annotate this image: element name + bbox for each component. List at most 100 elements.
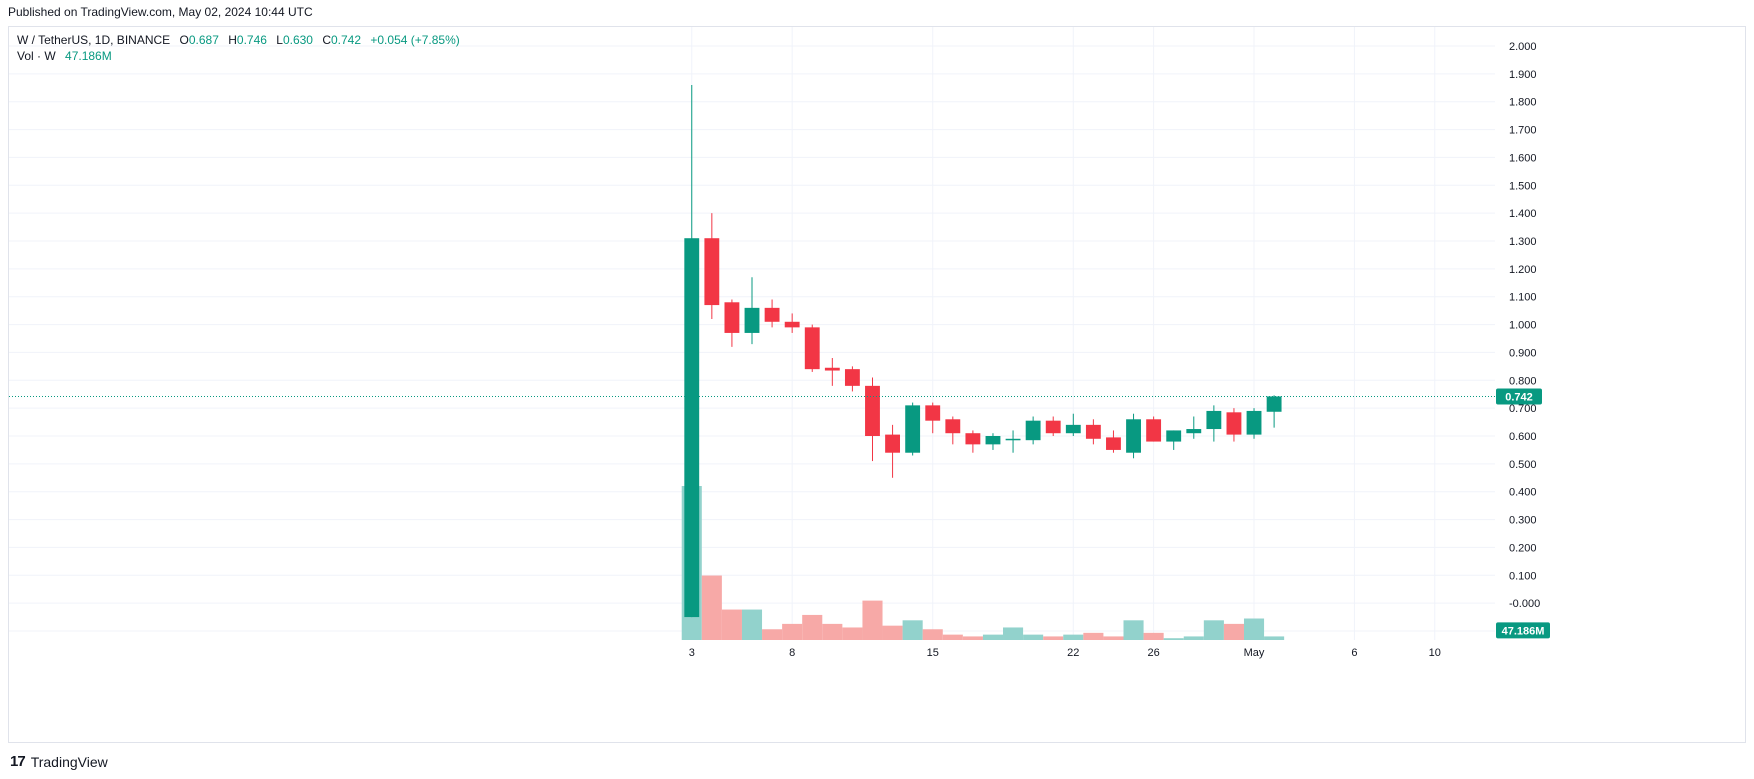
close-label: C: [322, 33, 331, 47]
volume-bar: [721, 609, 742, 640]
candle-body: [804, 327, 820, 370]
candle-body: [704, 238, 720, 306]
volume-bar: [1083, 632, 1104, 640]
price-tick-label: 0.400: [1509, 487, 1537, 499]
change-value: +0.054 (+7.85%): [370, 33, 460, 47]
volume-bar: [1163, 638, 1184, 640]
time-tick-label: 10: [1429, 647, 1441, 659]
volume-bar: [1223, 623, 1244, 640]
volume-bar: [902, 620, 923, 640]
volume-bar: [701, 575, 722, 640]
price-tick-label: 0.600: [1509, 431, 1537, 443]
price-tick-label: 0.200: [1509, 542, 1537, 554]
time-tick-label: May: [1244, 647, 1265, 659]
volume-bar: [782, 623, 803, 640]
candle-body: [844, 369, 860, 386]
candle-body: [1146, 419, 1162, 442]
tradingview-logo-icon: 17: [10, 753, 26, 770]
volume-bar: [1183, 636, 1204, 640]
candle-body: [1126, 419, 1141, 453]
time-tick-label: 26: [1147, 647, 1159, 659]
candle-body: [1106, 437, 1121, 450]
volume-bar: [962, 636, 983, 640]
last-price-badge: [1496, 388, 1542, 405]
price-tick-label: 1.200: [1509, 264, 1537, 276]
candle-body: [885, 434, 900, 453]
time-tick-label: 8: [789, 647, 795, 659]
open-label: O: [179, 33, 189, 47]
high-value: 0.746: [236, 33, 267, 47]
last-price-label: 0.742: [1505, 391, 1533, 403]
price-tick-label: 1.100: [1509, 292, 1537, 304]
price-tick-label: 2.000: [1509, 41, 1537, 53]
volume-bar: [762, 629, 783, 640]
price-tick-label: 0.300: [1509, 515, 1537, 527]
chart-frame[interactable]: [8, 26, 1746, 743]
price-tick-label: 0.700: [1509, 403, 1537, 415]
volume-label[interactable]: Vol · W: [17, 49, 56, 63]
price-tick-label: 1.600: [1509, 152, 1537, 164]
candle-body: [985, 436, 1001, 445]
symbol-label[interactable]: W / TetherUS, 1D, BINANCE: [17, 33, 171, 47]
tradingview-logo[interactable]: 17 TradingView: [10, 753, 108, 770]
candle-body: [724, 302, 740, 333]
last-volume-label: 47.186M: [1502, 625, 1545, 637]
volume-bar: [1264, 636, 1285, 640]
volume-bar: [1103, 636, 1124, 640]
price-tick-label: 0.900: [1509, 347, 1537, 359]
candle-body: [1206, 410, 1222, 430]
candle-body: [905, 405, 921, 453]
candle-body: [784, 321, 800, 328]
volume-bar: [822, 623, 843, 640]
candle-body: [1266, 396, 1282, 412]
volume-bar: [1003, 627, 1024, 640]
volume-bar: [1203, 620, 1224, 640]
price-tick-label: 0.800: [1509, 375, 1537, 387]
candle-body: [1085, 424, 1101, 439]
last-volume-badge: [1496, 622, 1550, 639]
price-tick-label: 0.500: [1509, 459, 1537, 471]
candle-body: [1025, 420, 1041, 441]
candle-body: [684, 238, 700, 618]
tradingview-brand-text: TradingView: [30, 753, 108, 770]
open-value: 0.687: [188, 33, 219, 47]
price-tick-label: -0.000: [1509, 598, 1540, 610]
volume-bar: [741, 609, 763, 640]
volume-bar: [882, 625, 903, 640]
legend: W / TetherUS, 1D, BINANCE O0.687 H0.746 …: [17, 32, 460, 64]
low-label: L: [276, 33, 283, 47]
volume-bar: [982, 634, 1004, 640]
axis-layer: 2.000 1.900 1.800 1.700 1.600 1.500 1.400 1.300…: [9, 41, 1550, 659]
volume-bar: [1243, 618, 1265, 640]
volume-bar: [802, 614, 823, 640]
volume-layer: [681, 486, 1285, 640]
price-tick-label: 1.500: [1509, 180, 1537, 192]
time-tick-label: 22: [1067, 647, 1079, 659]
volume-legend-row: Vol · W 47.186M: [17, 48, 460, 64]
candle-body: [1065, 424, 1081, 434]
candle-body: [1186, 429, 1202, 434]
candle-body: [824, 367, 840, 371]
candle-body: [744, 307, 760, 333]
volume-bar: [1023, 634, 1044, 640]
candle-body: [1045, 420, 1061, 434]
candle-body: [1226, 412, 1242, 435]
low-value: 0.630: [282, 33, 313, 47]
volume-bar: [942, 634, 963, 640]
price-tick-label: 1.900: [1509, 69, 1537, 81]
close-value: 0.742: [331, 33, 362, 47]
time-tick-label: 15: [927, 647, 939, 659]
volume-bar: [1063, 634, 1084, 640]
candle-body: [1005, 438, 1021, 441]
price-tick-label: 0.100: [1509, 570, 1537, 582]
volume-bar: [1123, 620, 1144, 640]
price-tick-label: 1.000: [1509, 320, 1537, 332]
candle-body: [865, 385, 880, 436]
candle-body: [1246, 410, 1262, 435]
volume-bar: [862, 600, 883, 640]
candle-body: [965, 433, 981, 445]
volume-bar: [842, 627, 863, 640]
ohlc-legend-row: W / TetherUS, 1D, BINANCE O0.687 H0.746 …: [17, 32, 460, 48]
time-tick-label: 6: [1351, 647, 1357, 659]
